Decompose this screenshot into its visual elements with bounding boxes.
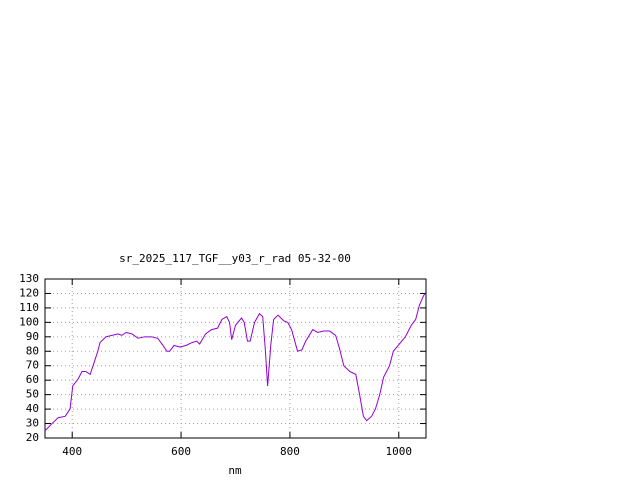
y-tick-label: 110 — [19, 301, 39, 314]
plot-border — [44, 278, 427, 439]
y-tick-label: 30 — [26, 417, 39, 430]
x-tick-label: 800 — [280, 445, 300, 458]
y-tick-label: 40 — [26, 402, 39, 415]
y-tick-label: 60 — [26, 373, 39, 386]
data-line — [44, 293, 426, 432]
x-tick-label: 400 — [62, 445, 82, 458]
y-tick-label: 90 — [26, 330, 39, 343]
y-tick-label: 120 — [19, 286, 39, 299]
x-tick-label: 600 — [171, 445, 191, 458]
y-tick-label: 20 — [26, 431, 39, 444]
y-tick-label: 80 — [26, 344, 39, 357]
x-tick-label: 1000 — [386, 445, 413, 458]
y-tick-label: 100 — [19, 315, 39, 328]
x-axis-label: nm — [228, 464, 242, 477]
y-tick-label: 130 — [19, 272, 39, 285]
chart-title: sr_2025_117_TGF__y03_r_rad 05-32-00 — [119, 252, 351, 265]
y-tick-label: 50 — [26, 388, 39, 401]
y-tick-label: 70 — [26, 359, 39, 372]
